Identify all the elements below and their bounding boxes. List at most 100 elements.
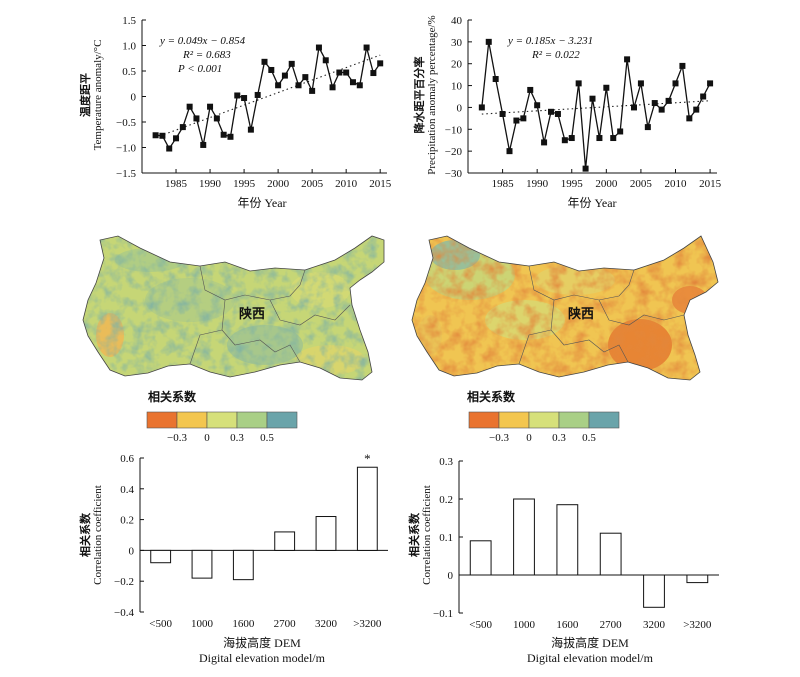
y-tick-label: 0.4: [120, 484, 134, 496]
data-point: [309, 87, 316, 94]
bar: [315, 516, 337, 551]
data-point: [561, 137, 568, 144]
x-tick-label: 1600: [556, 619, 579, 631]
data-point: [700, 93, 707, 100]
left-map-outline: [82, 235, 385, 381]
data-point: [370, 70, 377, 77]
legend-swatch: [176, 411, 208, 429]
legend-swatch: [528, 411, 560, 429]
data-point: [548, 108, 554, 115]
y-tick-label: 0: [448, 570, 454, 582]
data-point: [247, 126, 254, 133]
data-point: [582, 165, 589, 172]
data-point: [631, 104, 637, 111]
data-point: [207, 103, 214, 110]
bar1-xlabel-cn: 海拔高度 DEM: [223, 635, 301, 650]
right-map-raster: [412, 236, 718, 380]
data-point: [343, 69, 350, 76]
x-tick-label: 2015: [699, 178, 722, 190]
bar2-ylabel-en: Correlation coefficient: [421, 485, 433, 585]
temperature-ylabel-cn: 温度距平: [78, 73, 92, 117]
data-point: [485, 38, 492, 45]
data-point: [534, 102, 541, 109]
x-tick-label: 1990: [526, 178, 549, 190]
temperature-xlabel: 年份 Year: [237, 196, 286, 210]
x-tick-label: 2010: [335, 178, 358, 190]
precipitation-ylabel-en: Precipitation anomaly percentage/%: [426, 15, 438, 174]
y-tick-label: 0.2: [120, 515, 134, 527]
data-point: [152, 132, 159, 139]
temperature-regression-equation: y = 0.049x − 0.854: [159, 35, 246, 47]
data-point: [624, 56, 631, 63]
legend-swatch: [146, 411, 178, 429]
legend-swatch: [206, 411, 238, 429]
data-point: [200, 141, 207, 148]
trend-line: [481, 100, 711, 115]
data-point: [589, 95, 596, 102]
data-point: [356, 82, 363, 89]
legend-tick-label: 0.5: [260, 432, 274, 444]
legend-tick-label: 0: [204, 432, 210, 444]
y-tick-label: 0: [131, 92, 137, 104]
right-map-outline: [411, 235, 719, 381]
y-tick-label: −30: [445, 168, 463, 180]
data-point: [186, 103, 193, 110]
bar: [643, 574, 665, 608]
y-tick-label: 0.1: [439, 532, 453, 544]
y-tick-label: −1.5: [116, 168, 136, 180]
precipitation-regression-equation: y = 0.185x − 3.231: [507, 35, 593, 47]
data-point: [568, 135, 575, 142]
y-tick-label: −10: [445, 124, 463, 136]
legend-swatch: [236, 411, 268, 429]
y-tick-label: 0.2: [439, 494, 453, 506]
x-tick-label: 1000: [513, 619, 536, 631]
data-point: [520, 115, 527, 122]
bar: [232, 549, 254, 581]
x-tick-label: >3200: [683, 619, 712, 631]
data-point: [241, 95, 248, 102]
legend-tick-label: 0.5: [582, 432, 596, 444]
data-point: [377, 60, 384, 67]
data-point: [603, 84, 610, 91]
y-tick-label: 0.3: [439, 456, 453, 468]
y-tick-label: 1.5: [122, 15, 136, 27]
legend-tick-label: −0.3: [489, 432, 509, 444]
bar: [599, 532, 622, 576]
data-point: [173, 135, 180, 142]
precipitation-anomaly-chart: −30 −20 −10 0 10 20 30 40 1985 1990 1995 2000 2005 20…: [412, 15, 722, 210]
x-tick-label: 2700: [600, 619, 623, 631]
bar: [686, 574, 709, 584]
y-tick-label: −0.1: [433, 608, 453, 620]
data-point: [665, 97, 672, 104]
left-legend-title: 相关系数: [148, 389, 197, 404]
y-tick-label: −0.2: [114, 576, 134, 588]
x-tick-label: >3200: [353, 618, 382, 630]
temperature-dem-bar-chart: −0.4 −0.2 0 0.2 0.4 0.6 <500 1000 1600 2700 3200 >3…: [78, 451, 388, 665]
x-tick-label: 2000: [595, 178, 618, 190]
data-point: [295, 82, 302, 89]
legend-swatch: [498, 411, 530, 429]
temperature-anomaly-chart: −1.5 −1.0 −0.5 0 0.5 1.0 1.5 1985 1990 1995 2000 20…: [78, 15, 392, 210]
x-tick-label: 1000: [191, 618, 214, 630]
precipitation-plot-area: −30 −20 −10 0 10 20 30 40 1985 1990 1995 2000 2005 20…: [445, 15, 722, 190]
bar: [513, 498, 535, 576]
legend-swatch: [588, 411, 620, 429]
x-tick-label: 1985: [165, 178, 188, 190]
legend-tick-label: 0.3: [552, 432, 566, 444]
data-point: [213, 115, 220, 122]
data-point: [672, 80, 679, 87]
y-tick-label: 0: [129, 545, 135, 557]
bar2-ylabel-cn: 相关系数: [407, 512, 421, 557]
legend-tick-label: −0.3: [167, 432, 187, 444]
series-line: [481, 41, 711, 169]
data-point: [349, 79, 356, 86]
x-tick-label: 1995: [561, 178, 584, 190]
data-point: [329, 84, 336, 91]
y-tick-label: 0.6: [120, 453, 134, 465]
data-point: [315, 44, 322, 51]
data-point: [679, 62, 686, 69]
data-point: [322, 57, 329, 64]
x-tick-label: <500: [469, 619, 492, 631]
trend-line: [155, 54, 381, 139]
